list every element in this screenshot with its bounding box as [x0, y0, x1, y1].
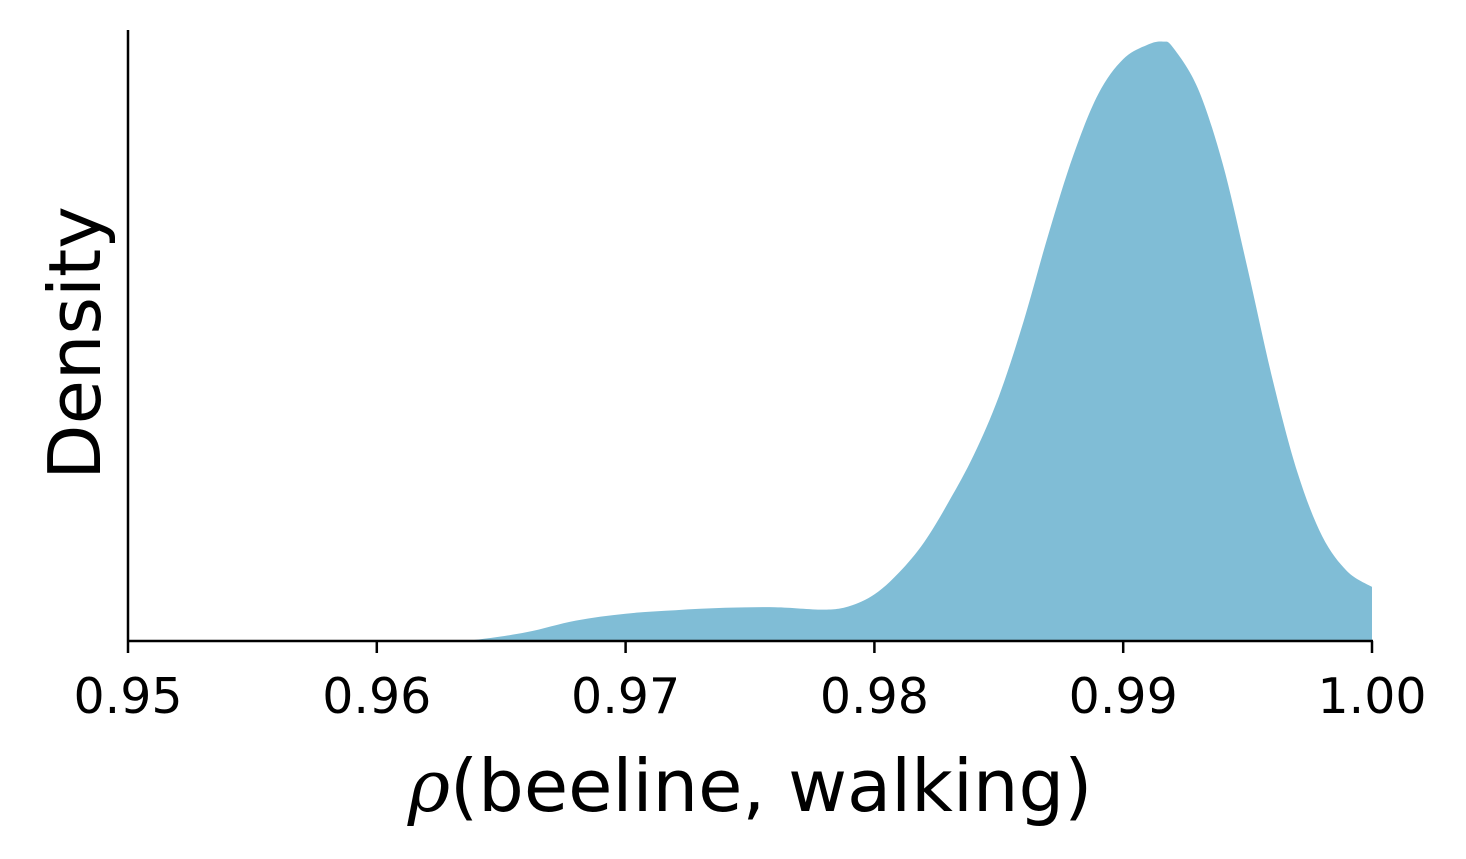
x-axis-title: ρ(beeline, walking) [407, 744, 1093, 828]
x-tick-label: 0.99 [1069, 668, 1178, 725]
x-tick-label: 1.00 [1317, 668, 1426, 725]
x-tick-label: 0.95 [73, 668, 182, 725]
x-tick-label: 0.98 [820, 668, 929, 725]
x-axis-title-text: (beeline, walking) [450, 744, 1092, 828]
x-ticks: 0.95 0.96 0.97 0.98 0.99 1.00 [73, 641, 1427, 725]
x-tick-label: 0.96 [322, 668, 431, 725]
y-axis-title: Density [33, 206, 117, 480]
density-area [451, 41, 1372, 642]
x-axis-title-symbol: ρ [407, 744, 450, 828]
x-tick-label: 0.97 [571, 668, 680, 725]
